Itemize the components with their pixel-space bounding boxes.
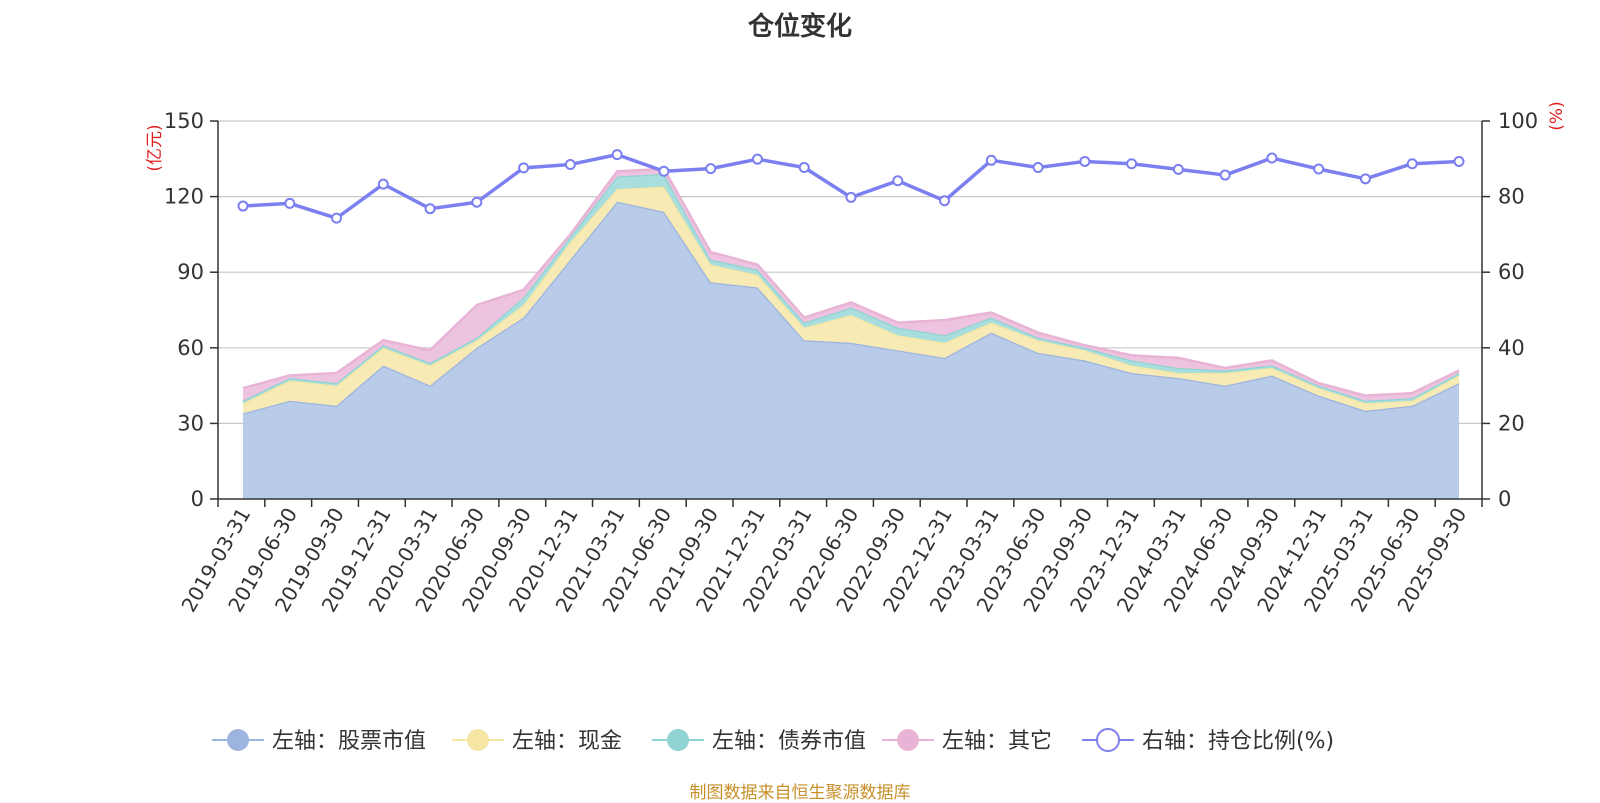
ratio-point xyxy=(471,196,483,208)
legend: 左轴：股票市值 左轴：现金 左轴：债券市值 左轴：其它 右轴：持仓比例(%) xyxy=(212,728,1334,754)
ratio-point xyxy=(1219,169,1231,181)
ratio-point xyxy=(751,153,763,165)
ratio-point xyxy=(845,191,857,203)
ratio-point xyxy=(611,149,623,161)
chart-title: 仓位变化 xyxy=(747,12,852,42)
area-series-edge-3 xyxy=(242,167,1460,397)
ratio-point xyxy=(1266,152,1278,164)
ratio-point xyxy=(1453,155,1465,167)
legend-label: 右轴：持仓比例(%) xyxy=(1142,729,1334,754)
ratio-point xyxy=(1032,161,1044,173)
left-axis-tick-label: 30 xyxy=(177,411,204,435)
legend-item-2[interactable]: 左轴：债券市值 xyxy=(652,729,866,754)
legend-label: 左轴：其它 xyxy=(942,729,1052,754)
ratio-point xyxy=(1126,158,1138,170)
ratio-point xyxy=(1079,155,1091,167)
right-axis-tick-label: 100 xyxy=(1498,109,1538,133)
source-note: 制图数据来自恒生聚源数据库 xyxy=(689,783,911,803)
ratio-point xyxy=(705,163,717,175)
legend-item-4[interactable]: 右轴：持仓比例(%) xyxy=(1082,728,1334,754)
ratio-point xyxy=(284,197,296,209)
stacked-areas xyxy=(242,167,1460,499)
ratio-point xyxy=(424,203,436,215)
right-axis-tick-label: 40 xyxy=(1498,336,1525,360)
ratio-point xyxy=(1172,163,1184,175)
left-axis-tick-label: 60 xyxy=(177,336,204,360)
right-axis-tick-label: 60 xyxy=(1498,260,1525,284)
ratio-point xyxy=(1359,173,1371,185)
legend-label: 左轴：股票市值 xyxy=(272,729,426,754)
legend-item-3[interactable]: 左轴：其它 xyxy=(882,729,1052,754)
right-axis-unit: (%) xyxy=(1547,101,1567,130)
ratio-point xyxy=(518,162,530,174)
legend-item-0[interactable]: 左轴：股票市值 xyxy=(212,729,426,754)
legend-label: 左轴：债券市值 xyxy=(712,729,866,754)
ratio-point xyxy=(1406,158,1418,170)
right-axis-tick-label: 0 xyxy=(1498,487,1511,511)
left-axis-unit: (亿元) xyxy=(145,124,165,171)
legend-item-1[interactable]: 左轴：现金 xyxy=(452,729,622,754)
legend-label: 左轴：现金 xyxy=(512,729,622,754)
ratio-point xyxy=(985,154,997,166)
area-series-0 xyxy=(243,201,1459,499)
left-axis-tick-label: 150 xyxy=(164,109,204,133)
ratio-point xyxy=(892,175,904,187)
ratio-point xyxy=(564,158,576,170)
left-axis-tick-label: 90 xyxy=(177,260,204,284)
left-axis-tick-label: 0 xyxy=(191,487,204,511)
ratio-line xyxy=(237,149,1465,224)
left-axis-tick-label: 120 xyxy=(164,185,204,209)
ratio-point xyxy=(1313,163,1325,175)
ratio-point xyxy=(237,200,249,212)
right-axis-tick-label: 20 xyxy=(1498,411,1525,435)
ratio-point xyxy=(377,178,389,190)
ratio-point xyxy=(939,195,951,207)
ratio-point xyxy=(658,165,670,177)
right-axis-tick-label: 80 xyxy=(1498,185,1525,209)
ratio-point xyxy=(331,212,343,224)
ratio-point xyxy=(798,161,810,173)
